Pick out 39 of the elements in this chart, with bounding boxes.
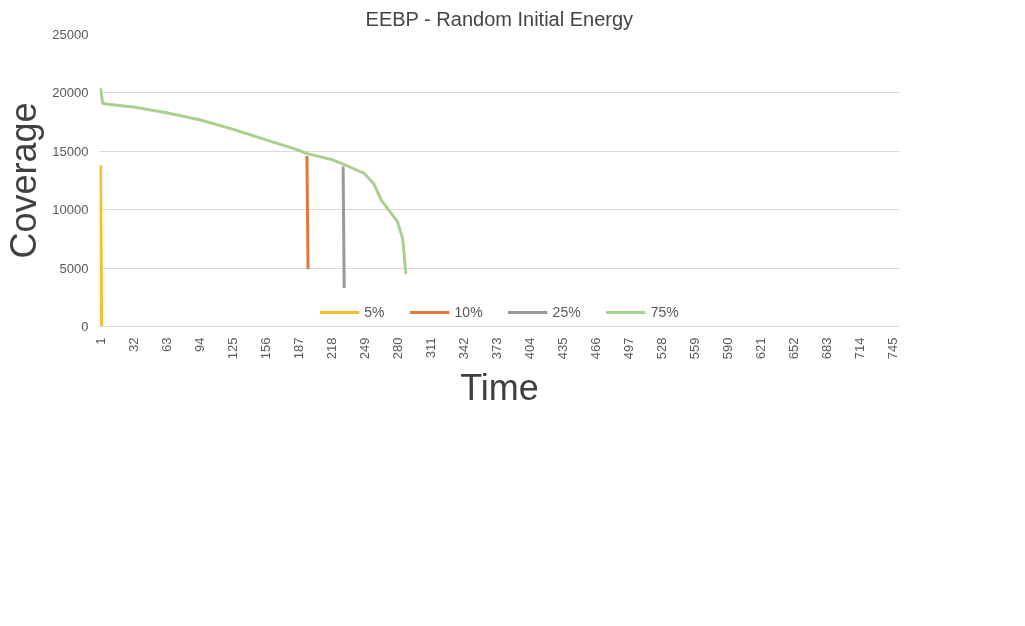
x-tick-label: 528 [653, 337, 669, 360]
x-tick-label: 187 [290, 337, 306, 360]
y-tick-label: 10000 [52, 202, 89, 218]
x-tick-label: 373 [488, 337, 504, 360]
x-tick-label: 125 [224, 337, 240, 360]
x-tick-label: 311 [422, 337, 438, 359]
x-tick-label: 249 [356, 337, 372, 360]
x-tick-label: 32 [126, 337, 142, 352]
x-tick-label: 63 [159, 337, 175, 352]
x-tick-label: 218 [323, 337, 339, 360]
x-tick-label: 466 [587, 337, 603, 360]
x-tick-label: 714 [851, 337, 867, 360]
legend-label: 25% [552, 304, 581, 320]
x-tick-label: 745 [884, 337, 900, 360]
y-tick-label: 15000 [52, 143, 89, 159]
x-tick-label: 435 [554, 337, 570, 360]
chart-title: EEBP - Random Initial Energy [365, 7, 634, 30]
y-axis-title: Coverage [3, 102, 45, 259]
legend-label: 5% [364, 304, 385, 320]
x-tick-label: 156 [257, 337, 273, 360]
y-tick-label: 0 [81, 319, 89, 334]
x-tick-label: 652 [785, 337, 801, 360]
x-tick-label: 94 [192, 337, 207, 352]
x-tick-label: 621 [752, 337, 768, 360]
x-tick-label: 404 [521, 337, 537, 360]
y-tick-label: 25000 [52, 27, 89, 42]
y-tick-label: 5000 [59, 260, 89, 276]
y-tick-label: 20000 [52, 85, 89, 101]
x-tick-label: 1 [93, 337, 109, 345]
x-tick-label: 280 [389, 337, 405, 360]
x-tick-label: 683 [818, 337, 834, 360]
legend-label: 10% [454, 304, 483, 320]
x-tick-label: 559 [686, 337, 702, 360]
x-tick-label: 342 [455, 337, 471, 360]
legend-label: 75% [650, 304, 679, 320]
x-axis-title: Time [460, 367, 539, 409]
x-tick-label: 590 [719, 337, 735, 360]
x-tick-label: 497 [620, 337, 636, 360]
line-series [99, 86, 408, 276]
